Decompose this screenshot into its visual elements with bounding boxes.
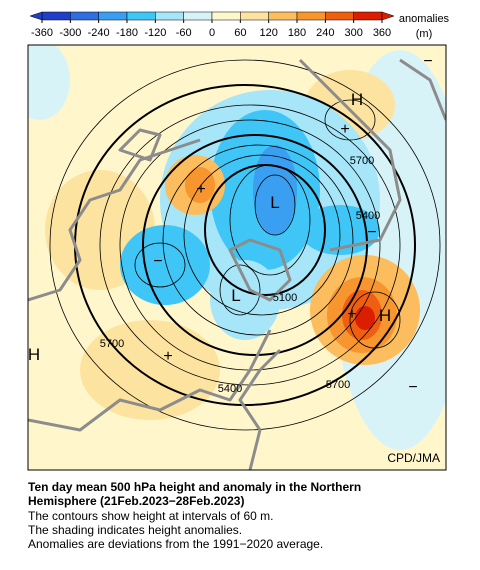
map-center-label: H: [28, 345, 40, 364]
caption-line: The contours show height at intervals of…: [28, 509, 274, 523]
colorbar-tick-label: 300: [344, 27, 362, 39]
colorbar-segment: [211, 11, 241, 21]
caption-line: Anomalies are deviations from the 1991−2…: [28, 537, 324, 551]
map-sign-label: −: [153, 253, 162, 270]
colorbar-tick-label: -300: [59, 27, 81, 39]
colorbar-tick-label: -120: [144, 27, 166, 39]
map-credit: CPD/JMA: [387, 451, 440, 465]
figure: -360 -300 -240 -180 -120 -60 0 60 120 180 240 300 36…: [27, 11, 450, 471]
colorbar-arrow: [381, 11, 395, 21]
colorbar-tick-label: 120: [259, 27, 277, 39]
map-contour-label: 5700: [326, 379, 350, 391]
colorbar-segment: [183, 11, 213, 21]
colorbar-segment: [353, 11, 383, 21]
map-contour-label: 5700: [350, 155, 374, 167]
colorbar-tick-label: -180: [116, 27, 138, 39]
colorbar-unit: (m): [416, 28, 433, 40]
colorbar-segment: [41, 11, 71, 21]
map-center-label: L: [231, 286, 240, 305]
caption-title: Ten day mean 500 hPa height and anomaly …: [28, 480, 362, 508]
colorbar-label: anomalies: [399, 13, 450, 25]
colorbar-segment: [98, 11, 128, 21]
map-contour-label: 5400: [356, 210, 380, 222]
colorbar-segment: [70, 11, 99, 21]
map-frame: [27, 44, 447, 471]
map-sign-label: −: [408, 379, 417, 396]
map-contour-label: 5400: [218, 383, 242, 395]
colorbar-segment: [296, 11, 326, 21]
map-sign-label: +: [163, 348, 172, 365]
colorbar-segment: [126, 11, 156, 21]
colorbar-segment: [240, 11, 269, 21]
colorbar-tick-label: -60: [176, 27, 192, 39]
map-center-label: H: [379, 306, 391, 325]
map-sign-label: −: [367, 224, 376, 241]
colorbar-tick-label: 0: [209, 27, 215, 39]
colorbar-tick-label: 360: [373, 27, 391, 39]
map: [28, 45, 446, 470]
map-center-label: H: [351, 90, 363, 109]
map-contour-label: 5700: [100, 338, 124, 350]
colorbar-tick-label: -240: [88, 27, 110, 39]
map-sign-label: +: [347, 306, 356, 323]
colorbar-arrow: [29, 11, 43, 21]
map-center-label: L: [270, 193, 279, 212]
map-sign-label: +: [196, 181, 205, 198]
caption-line: The shading indicates height anomalies.: [28, 523, 243, 537]
map-sign-label: −: [423, 53, 432, 70]
colorbar-segment: [268, 11, 298, 21]
map-sign-label: +: [340, 121, 349, 138]
colorbar-tick-label: 240: [316, 27, 334, 39]
colorbar-tick-label: -360: [31, 27, 53, 39]
colorbar-segment: [155, 11, 184, 21]
colorbar-segment: [325, 11, 354, 21]
colorbar-tick-label: 60: [234, 27, 246, 39]
map-contour-label: 5100: [273, 292, 297, 304]
colorbar-tick-label: 180: [288, 27, 306, 39]
